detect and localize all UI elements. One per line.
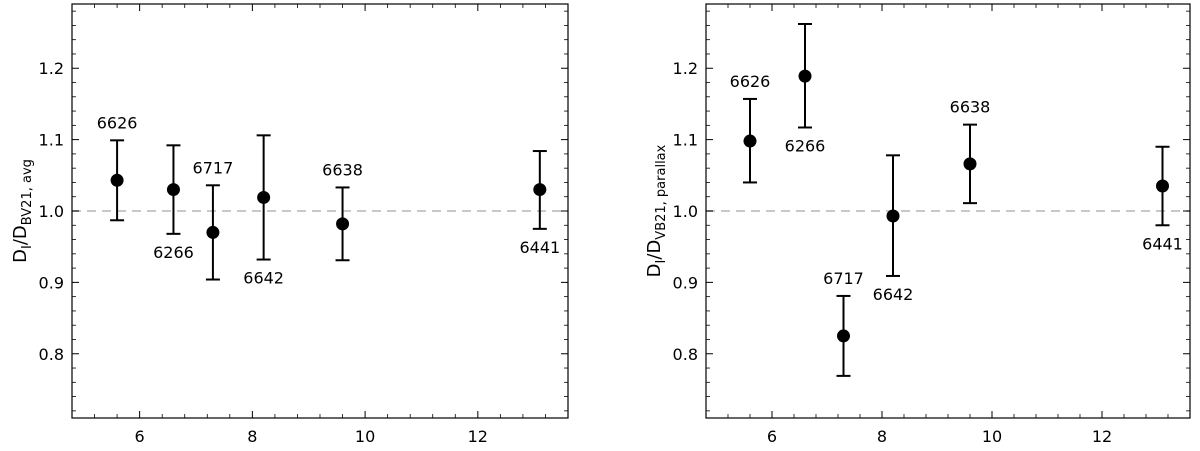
data-point — [798, 69, 812, 83]
data-point — [743, 134, 757, 148]
data-point-group: 6638 — [950, 98, 991, 205]
y-axis-label-mid: /D — [644, 240, 665, 260]
point-label: 6626 — [730, 72, 771, 91]
x-tick-label: 6 — [767, 427, 777, 446]
data-point — [837, 329, 850, 343]
data-point-group: 6626 — [97, 113, 138, 222]
data-point — [257, 190, 271, 204]
point-label: 6642 — [243, 269, 284, 288]
left-panel: 6 8 10 12 0.8 0.9 1.0 1.1 1.2 DI/DBV21, avg 6626 62… — [10, 3, 569, 446]
x-tick-label: 8 — [247, 427, 257, 446]
data-point — [206, 225, 220, 239]
y-axis-label: DI/DVB21, parallax — [644, 144, 669, 277]
point-label: 6638 — [322, 160, 363, 179]
point-label: 6441 — [1142, 234, 1183, 253]
point-label: 6266 — [785, 136, 826, 155]
point-label: 6717 — [823, 269, 864, 288]
data-point-group: 6441 — [1142, 145, 1183, 253]
y-axis-label-sub2: BV21, avg — [20, 159, 35, 225]
point-label: 6266 — [153, 243, 194, 262]
data-point-group: 6642 — [243, 134, 284, 288]
x-tick-label: 8 — [877, 427, 887, 446]
x-tick-label: 12 — [1092, 427, 1112, 446]
data-point — [336, 217, 350, 231]
point-label: 6441 — [519, 238, 560, 257]
y-tick-label: 1.0 — [673, 202, 698, 221]
y-axis-label-mid: /D — [10, 225, 31, 245]
y-axis-label-main: D — [10, 249, 31, 263]
data-point-group: 6717 — [193, 158, 234, 281]
y-axis-label-sub1: I — [654, 260, 669, 264]
data-point-group: 6441 — [519, 150, 560, 257]
point-label: 6642 — [873, 285, 914, 304]
data-point — [533, 183, 547, 197]
y-tick-label: 1.1 — [39, 131, 64, 150]
y-tick-label: 0.8 — [673, 345, 698, 364]
y-tick-label: 0.9 — [39, 273, 64, 292]
point-label: 6638 — [950, 98, 991, 117]
data-point — [963, 157, 977, 171]
y-tick-label: 0.8 — [39, 345, 64, 364]
y-axis-label-sub1: I — [20, 245, 35, 249]
x-tick-label: 6 — [135, 427, 145, 446]
point-label: 6626 — [97, 113, 138, 132]
data-point — [886, 209, 900, 223]
data-point-group: 6626 — [730, 72, 771, 184]
y-axis-label-main: D — [644, 263, 665, 277]
data-point-group: 6266 — [153, 144, 194, 262]
y-tick-label: 1.0 — [39, 202, 64, 221]
data-point-group: 6717 — [823, 269, 864, 377]
x-tick-label: 10 — [982, 427, 1002, 446]
y-tick-label: 1.1 — [673, 131, 698, 150]
y-tick-label: 0.9 — [673, 273, 698, 292]
x-tick-label: 12 — [468, 427, 488, 446]
y-axis-label-sub2: VB21, parallax — [654, 144, 669, 239]
x-tick-label: 10 — [355, 427, 375, 446]
data-point — [166, 183, 180, 197]
y-tick-label: 1.2 — [39, 59, 64, 78]
data-point — [1156, 179, 1169, 193]
y-axis-label: DI/DBV21, avg — [10, 159, 35, 263]
data-point — [110, 173, 124, 187]
y-tick-label: 1.2 — [673, 59, 698, 78]
data-point-group: 6642 — [873, 154, 914, 304]
data-point-group: 6266 — [785, 22, 826, 155]
data-point-group: 6638 — [322, 160, 363, 262]
right-panel: 6 8 10 12 0.8 0.9 1.0 1.1 1.2 DI/DVB21, parallax 6… — [644, 3, 1191, 446]
point-label: 6717 — [193, 158, 234, 177]
